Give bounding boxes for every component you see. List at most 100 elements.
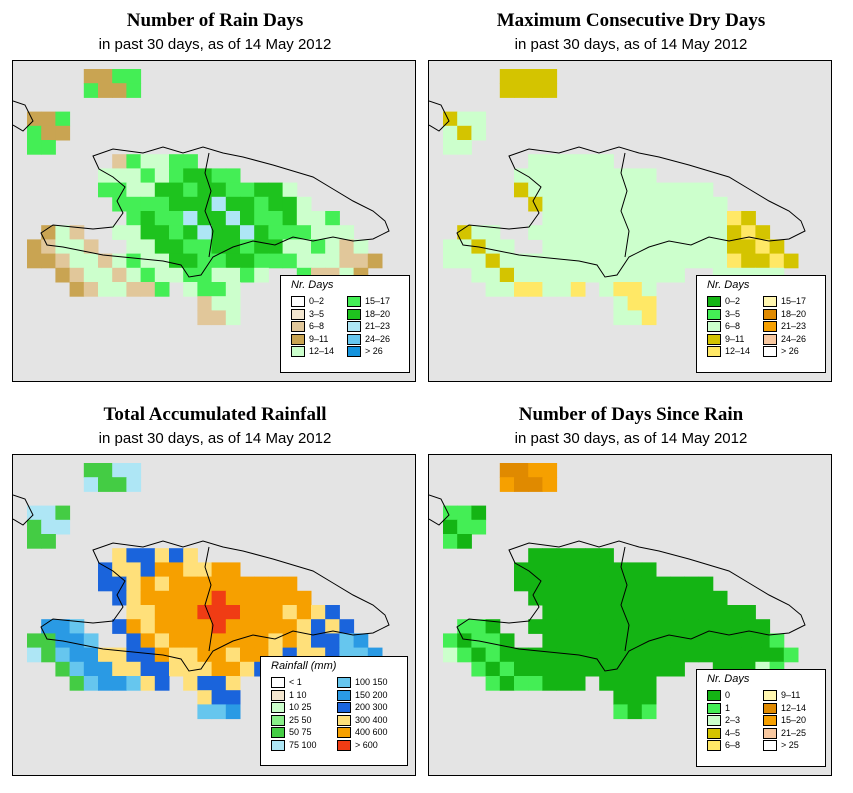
grid-cell [225,590,241,606]
grid-cell [542,253,558,269]
grid-cell [613,168,629,184]
grid-cell [457,125,472,141]
grid-cell [211,239,227,255]
grid-cell [514,267,529,283]
legend-swatch [347,296,361,307]
legend-swatch [707,740,721,751]
legend-label: 18–20 [365,308,391,319]
grid-cell [528,196,543,212]
grid-cell [755,253,771,269]
grid-cell [339,619,355,634]
grid-cell [225,168,241,184]
grid-cell [183,168,198,184]
grid-cell [585,239,600,255]
legend: Rainfall (mm) < 1 1 10 10 25 25 50 50 75 75 1… [260,656,408,766]
grid-cell [542,633,558,649]
grid-cell [542,225,558,240]
grid-cell [126,69,142,84]
legend-swatch [347,308,361,320]
coastline [40,540,390,672]
grid-cell [528,562,543,578]
grid-cell [641,211,657,226]
grid-cell [528,154,543,169]
grid-cell [613,676,629,691]
grid-cell [485,633,501,649]
legend-swatch [337,677,351,688]
grid-cell [585,267,600,283]
grid-cell [41,633,56,649]
grid-cell [211,633,227,649]
legend-label: 12–14 [725,346,751,356]
grid-cell [712,619,728,634]
grid-cell [599,182,614,198]
grid-cell [712,225,728,240]
grid-cell [556,253,572,269]
grid-cell [471,519,487,535]
grid-cell [485,619,501,634]
grid-cell [169,576,184,592]
grid-cell [570,211,586,226]
panel-subtitle: in past 30 days, as of 14 May 2012 [98,430,332,447]
grid-cell [126,211,142,226]
grid-cell [656,633,671,649]
grid-cell [83,239,99,255]
grid-cell [684,647,700,663]
grid-cell [282,182,298,198]
legend-label: 12–14 [309,346,335,356]
grid-cell [641,647,657,663]
grid-cell [684,182,700,198]
grid-cell [698,619,714,634]
grid-cell [599,619,614,634]
grid-cell [613,562,629,578]
grid-cell [126,676,142,691]
grid-cell [126,477,142,492]
panel-subtitle: in past 30 days, as of 14 May 2012 [98,36,332,53]
grid-cell [741,605,756,620]
grid-cell [542,83,558,98]
grid-cell [197,661,213,677]
grid-cell [183,253,198,269]
legend-swatch [763,702,777,714]
grid-cell [613,267,629,283]
grid-cell [140,605,156,620]
legend-label: 0 [725,690,731,700]
legend-swatch [337,739,351,751]
grid-cell [457,519,472,535]
grid-cell [528,463,543,478]
grid-cell [641,576,657,592]
grid-cell [570,282,586,297]
grid-cell [126,267,142,283]
grid-cell [627,196,643,212]
grid-cell [154,661,170,677]
grid-cell [613,282,629,297]
grid-cell [69,647,85,663]
grid-cell [112,154,127,169]
grid-cell [183,154,198,169]
grid-cell [471,125,487,141]
legend-label: 300 400 [355,714,388,725]
panel-subtitle: in past 30 days, as of 14 May 2012 [514,36,748,53]
grid-cell [613,704,629,720]
grid-cell [225,282,241,297]
grid-cell [613,225,629,240]
grid-cell [556,168,572,184]
grid-cell [570,225,586,240]
grid-cell [599,562,614,578]
grid-cell [268,605,284,620]
grid-cell [296,633,312,649]
grid-cell [570,562,586,578]
grid-cell [656,196,671,212]
grid-cell [656,211,671,226]
grid-cell [55,661,71,677]
grid-cell [325,633,340,649]
grid-cell [599,225,614,240]
coastline-cuba [13,494,34,526]
grid-cell [225,661,241,677]
grid-cell [353,239,369,255]
grid-cell [769,239,785,255]
grid-cell [126,154,142,169]
grid-cell [41,647,56,663]
grid-cell [556,605,572,620]
grid-cell [556,676,572,691]
grid-cell [641,661,657,677]
